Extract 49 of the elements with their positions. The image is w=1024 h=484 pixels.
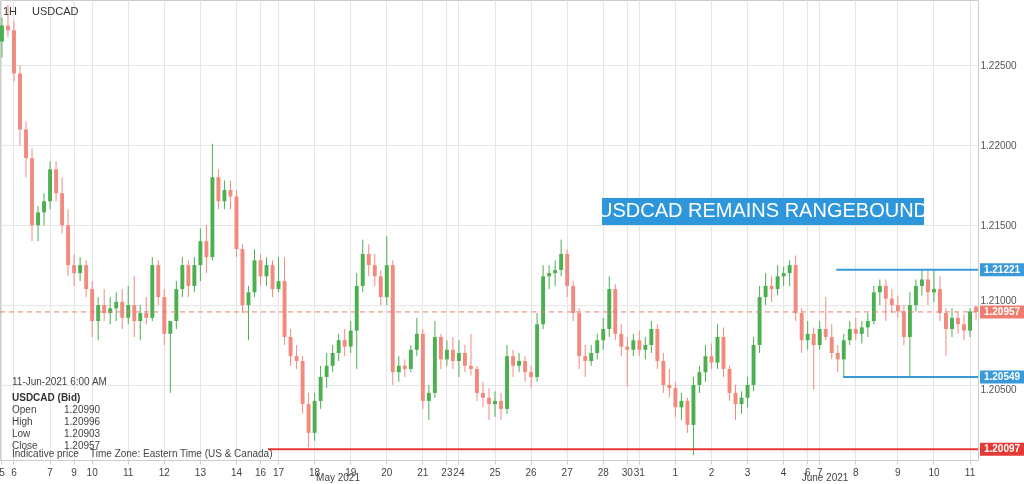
annotation: USDCAD REMAINS RANGEBOUND	[597, 199, 929, 221]
ref-line-label: 1.20957	[983, 305, 1021, 317]
x-tick-label: 16	[254, 466, 267, 478]
x-tick-label: 17	[272, 466, 285, 478]
annotation: USDCAD	[32, 5, 79, 17]
annotation: 1.20903	[64, 428, 101, 439]
x-tick-label: 25	[489, 466, 502, 478]
x-tick-label: 10	[928, 466, 940, 478]
y-tick-label: 1.20500	[980, 384, 1018, 396]
x-tick-label: 28	[597, 466, 610, 478]
y-tick-label: 1.22500	[980, 59, 1018, 71]
x-tick-label: 12	[158, 466, 171, 478]
x-tick-label: 24	[453, 466, 465, 478]
x-tick-label: 23	[441, 466, 453, 478]
x-tick-label: 3	[744, 466, 751, 478]
annotation: 11-Jun-2021 6:00 AM	[12, 376, 107, 387]
annotation: 1H	[3, 5, 18, 17]
ref-line-label: 1.21221	[983, 263, 1021, 275]
x-tick-label: 6	[11, 466, 18, 478]
x-tick-label: 11	[964, 466, 976, 478]
x-tick-label: 13	[194, 466, 207, 478]
x-tick-label: 27	[561, 466, 574, 478]
annotation: 1.20996	[64, 416, 101, 427]
x-tick-label: 4	[780, 466, 787, 478]
x-tick-label: 21	[417, 466, 429, 478]
annotation: Open	[12, 404, 37, 415]
x-tick-label: 20	[381, 466, 393, 478]
ref-line-label: 1.20097	[983, 443, 1021, 455]
x-tick-label: 1	[672, 466, 679, 478]
x-tick-label: 9	[71, 466, 78, 478]
x-tick-label: 2	[708, 466, 715, 478]
y-tick-label: 1.22000	[980, 139, 1018, 151]
annotation: USDCAD (Bid)	[12, 392, 81, 403]
x-tick-label: 26	[525, 466, 538, 478]
x-tick-label: 5	[0, 466, 6, 478]
x-tick-label: 11	[123, 466, 134, 478]
x-tick-label: 7	[47, 466, 54, 478]
x-tick-label: 30	[621, 466, 634, 478]
x-tick-label: 9	[895, 466, 902, 478]
annotation: 1.20990	[64, 404, 101, 415]
x-tick-label: 8	[853, 466, 860, 478]
annotation: Low	[12, 428, 32, 439]
x-tick-label: 31	[633, 466, 646, 478]
y-tick-label: 1.21500	[980, 219, 1018, 231]
annotation: High	[12, 416, 33, 427]
y-tick-label: 1.21000	[980, 294, 1018, 306]
x-tick-label: 10	[86, 466, 99, 478]
x-tick-label: 14	[230, 466, 243, 478]
ref-line-label: 1.20549	[983, 371, 1021, 383]
